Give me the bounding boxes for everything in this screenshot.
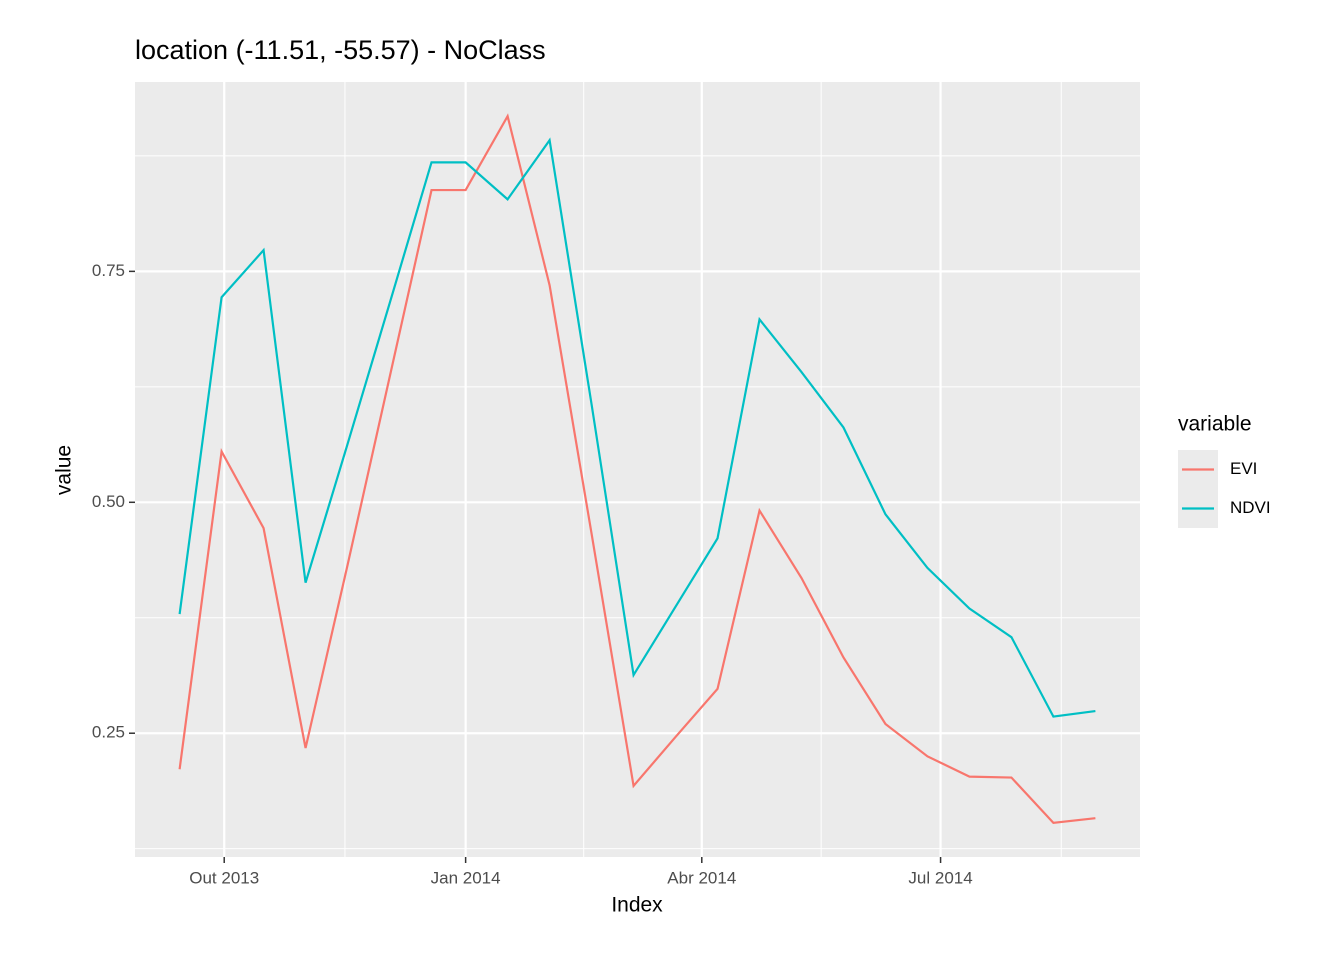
x-tick-label: Out 2013 bbox=[189, 868, 259, 887]
legend-key-background bbox=[1178, 450, 1218, 528]
x-tick-label: Jul 2014 bbox=[908, 868, 972, 887]
line-ndvi bbox=[178, 137, 1096, 718]
x-tick-label: Jan 2014 bbox=[431, 868, 501, 887]
chart-title: location (-11.51, -55.57) - NoClass bbox=[135, 35, 546, 65]
legend-title: variable bbox=[1178, 413, 1252, 436]
line-evi bbox=[178, 113, 1096, 824]
x-tick-label: Abr 2014 bbox=[667, 868, 736, 887]
legend-label: NDVI bbox=[1230, 498, 1271, 517]
legend-label: EVI bbox=[1230, 459, 1257, 478]
x-axis-label: Index bbox=[611, 894, 663, 917]
y-tick-label: 0.50 bbox=[92, 492, 125, 511]
y-tick-label: 0.75 bbox=[92, 261, 125, 280]
y-axis-label: value bbox=[53, 445, 76, 495]
plot-panel bbox=[135, 82, 1140, 857]
y-tick-label: 0.25 bbox=[92, 723, 125, 742]
